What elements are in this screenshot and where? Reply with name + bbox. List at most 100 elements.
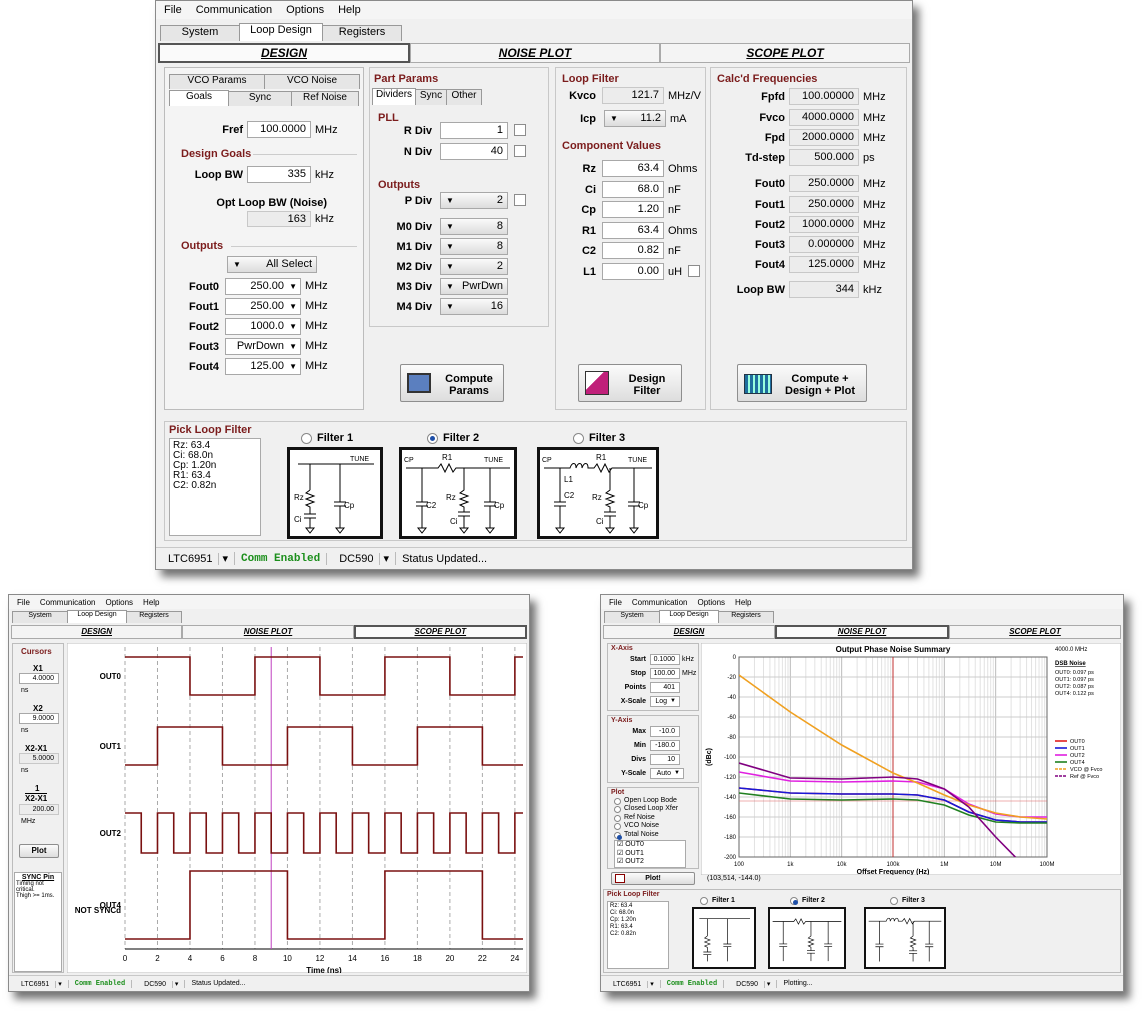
start-input[interactable]: 0.1000 (650, 654, 680, 665)
tab-scope-plot[interactable]: SCOPE PLOT (660, 43, 910, 63)
component-input[interactable]: 0.82 (602, 242, 664, 259)
menu-communication[interactable]: Communication (195, 4, 273, 16)
component-input[interactable]: 68.0 (602, 180, 664, 198)
tab-vco-params[interactable]: VCO Params (169, 74, 265, 89)
tab-system[interactable]: System (12, 611, 68, 623)
tab-ref-noise[interactable]: Ref Noise (291, 91, 359, 106)
device-dropdown[interactable]: LTC6951 ▾ (9, 979, 69, 988)
points-input[interactable]: 401 (650, 682, 680, 693)
plot-option-radio[interactable] (614, 814, 621, 822)
x1-input[interactable]: 4.0000 (19, 673, 59, 684)
filter3-schematic[interactable]: CP R1 TUNE L1 C2 Rz Cp Ci (537, 447, 659, 539)
fout-dropdown[interactable]: PwrDown ▼ (225, 338, 301, 355)
plot-button[interactable]: Plot (19, 844, 59, 858)
tab-design[interactable]: DESIGN (158, 43, 410, 63)
menu-communication[interactable]: Communication (39, 597, 96, 607)
rdiv-input[interactable]: 1 (440, 122, 508, 139)
l1-checkbox[interactable] (688, 264, 700, 277)
fref-input[interactable]: 100.0000 (247, 121, 311, 138)
ndiv-checkbox[interactable] (514, 145, 526, 157)
x-scale-dropdown[interactable]: Log ▼ (650, 696, 680, 707)
div-dropdown[interactable]: ▼ 8 (440, 238, 508, 255)
filter1-schematic[interactable]: TUNE Rz Cp Ci (287, 447, 383, 539)
tab-dividers[interactable]: Dividers (372, 88, 416, 105)
fout-dropdown[interactable]: 250.00 ▼ (225, 298, 301, 315)
y-scale-dropdown[interactable]: Auto ▼ (650, 768, 684, 779)
tab-loop-design[interactable]: Loop Design (67, 610, 127, 623)
tab-sync[interactable]: Sync (228, 91, 292, 106)
filter3-radio[interactable] (890, 897, 898, 905)
board-dropdown[interactable]: DC590 ▾ (132, 979, 186, 988)
component-input[interactable]: 1.20 (602, 201, 664, 218)
tab-part-sync[interactable]: Sync (415, 89, 447, 105)
x2-input[interactable]: 9.0000 (19, 713, 59, 724)
compute-params-button[interactable]: Compute Params (400, 364, 504, 402)
div-dropdown[interactable]: ▼ 2 (440, 258, 508, 275)
divs-input[interactable]: 10 (650, 754, 680, 765)
tab-system[interactable]: System (160, 25, 240, 41)
div-dropdown[interactable]: ▼ 8 (440, 218, 508, 235)
list-item[interactable]: ☑ OUT0 (617, 841, 644, 848)
tab-design[interactable]: DESIGN (603, 625, 775, 639)
loop-bw-input[interactable]: 335 (247, 166, 311, 183)
tab-noise-plot[interactable]: NOISE PLOT (182, 625, 354, 639)
tab-scope-plot[interactable]: SCOPE PLOT (949, 625, 1121, 639)
design-filter-button[interactable]: Design Filter (578, 364, 682, 402)
list-item[interactable]: ☑ OUT1 (617, 849, 644, 857)
plot-option-radio[interactable] (614, 823, 621, 831)
menu-communication[interactable]: Communication (631, 597, 688, 607)
menu-options[interactable]: Options (697, 597, 726, 607)
plot-option-radio[interactable] (614, 831, 622, 840)
tab-design[interactable]: DESIGN (11, 625, 183, 639)
filter1-radio[interactable] (700, 897, 708, 905)
menu-file[interactable]: File (609, 597, 622, 607)
tab-noise-plot[interactable]: NOISE PLOT (410, 43, 660, 63)
rdiv-checkbox[interactable] (514, 124, 526, 136)
plot-option-radio[interactable] (614, 806, 621, 814)
filter1-schematic[interactable] (692, 907, 756, 969)
menu-file[interactable]: File (17, 597, 30, 607)
fout-dropdown[interactable]: 1000.0 ▼ (225, 318, 301, 335)
menu-help[interactable]: Help (143, 597, 160, 607)
filter1-radio[interactable] (301, 433, 312, 444)
stop-input[interactable]: 100.00 (650, 668, 680, 679)
tab-vco-noise[interactable]: VCO Noise (264, 74, 360, 89)
component-input[interactable]: 63.4 (602, 221, 664, 239)
menu-help[interactable]: Help (735, 597, 752, 607)
filter3-schematic[interactable] (864, 907, 946, 969)
fout-dropdown[interactable]: 250.00 ▼ (225, 278, 301, 295)
tab-registers[interactable]: Registers (126, 611, 182, 623)
filter3-radio[interactable] (573, 433, 584, 444)
device-dropdown[interactable]: LTC6951 ▾ (601, 979, 661, 988)
tab-registers[interactable]: Registers (718, 611, 774, 623)
tab-loop-design[interactable]: Loop Design (239, 23, 323, 41)
menu-options[interactable]: Options (286, 4, 325, 16)
menu-options[interactable]: Options (105, 597, 134, 607)
div-dropdown[interactable]: ▼ PwrDwn (440, 278, 508, 295)
tab-system[interactable]: System (604, 611, 660, 623)
min-input[interactable]: -180.0 (650, 740, 680, 751)
max-input[interactable]: -10.0 (650, 726, 680, 737)
component-input[interactable]: 0.00 (602, 262, 664, 280)
plot-now-button[interactable]: Plot! (611, 872, 695, 885)
icp-dropdown[interactable]: ▼ 11.2 (604, 110, 666, 127)
filter2-radio[interactable] (790, 897, 798, 905)
list-item[interactable]: ☑ OUT2 (617, 858, 644, 865)
tab-registers[interactable]: Registers (322, 25, 402, 41)
phase-noise-chart[interactable]: Output Phase Noise Summary 0 -20 -40 -60 -80 -… (701, 643, 1121, 875)
menu-file[interactable]: File (164, 4, 182, 16)
board-dropdown[interactable]: DC590 ▾ (327, 552, 397, 565)
div-dropdown[interactable]: ▼ 16 (440, 298, 508, 315)
board-dropdown[interactable]: DC590 ▾ (724, 979, 778, 988)
filter2-schematic[interactable] (768, 907, 846, 969)
fout-dropdown[interactable]: 125.00 ▼ (225, 358, 301, 375)
div-dropdown[interactable]: ▼ 2 (440, 192, 508, 209)
menu-help[interactable]: Help (338, 4, 361, 16)
tab-other[interactable]: Other (446, 89, 482, 105)
component-input[interactable]: 63.4 (602, 160, 664, 177)
tab-goals[interactable]: Goals (169, 90, 229, 106)
tab-noise-plot[interactable]: NOISE PLOT (775, 625, 949, 639)
filter2-schematic[interactable]: CP R1 TUNE C2 Rz Cp Ci (399, 447, 517, 539)
tab-scope-plot[interactable]: SCOPE PLOT (353, 625, 527, 639)
